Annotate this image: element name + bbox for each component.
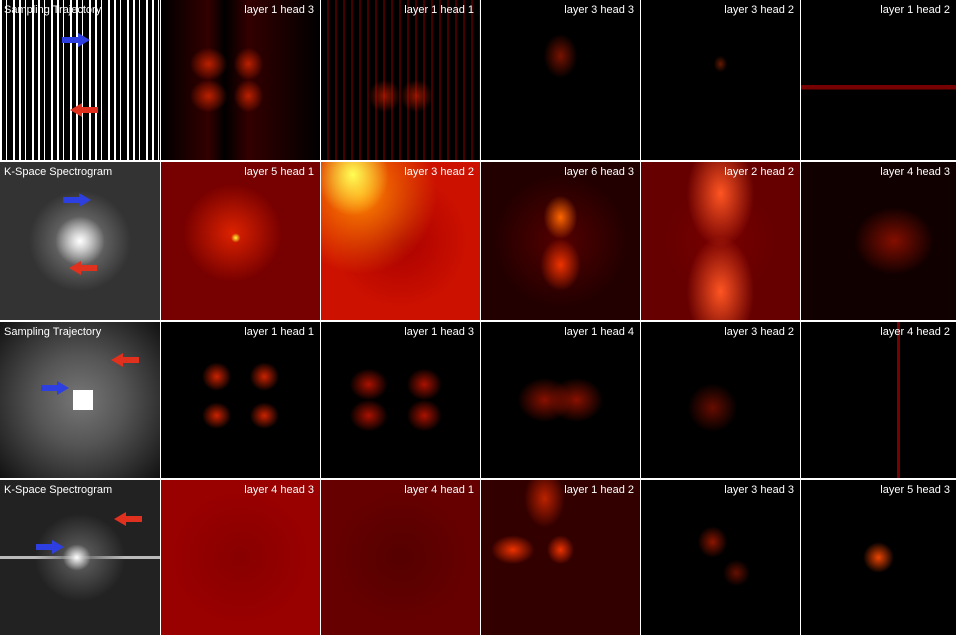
- attention-map: layer 3 head 3: [641, 480, 800, 635]
- cell-label: layer 2 head 2: [724, 166, 794, 178]
- attention-map: layer 4 head 3: [801, 162, 956, 320]
- cell-label: layer 3 head 2: [724, 4, 794, 16]
- cell-label: layer 1 head 1: [244, 326, 314, 338]
- attention-map: K-Space Spectrogram: [0, 480, 160, 635]
- cell-label: Sampling Trajectory: [4, 4, 101, 16]
- attention-map: layer 1 head 3: [321, 322, 480, 478]
- attention-map: layer 1 head 4: [481, 322, 640, 478]
- cell-label: layer 4 head 1: [404, 484, 474, 496]
- attention-map: Sampling Trajectory: [0, 0, 160, 160]
- cell-label: Sampling Trajectory: [4, 326, 101, 338]
- cell-label: layer 3 head 3: [564, 4, 634, 16]
- cell-label: layer 4 head 3: [244, 484, 314, 496]
- cell-label: layer 1 head 3: [404, 326, 474, 338]
- attention-map: layer 5 head 3: [801, 480, 956, 635]
- cell-label: K-Space Spectrogram: [4, 484, 112, 496]
- cell-label: layer 1 head 2: [880, 4, 950, 16]
- attention-map: layer 4 head 2: [801, 322, 956, 478]
- attention-map: K-Space Spectrogram: [0, 162, 160, 320]
- attention-map: layer 4 head 1: [321, 480, 480, 635]
- attention-map: layer 1 head 1: [321, 0, 480, 160]
- figure: Sampling Trajectory layer 1 head 3 layer 1…: [0, 0, 956, 635]
- cell-label: layer 4 head 3: [880, 166, 950, 178]
- attention-map: layer 1 head 2: [481, 480, 640, 635]
- cell-label: layer 3 head 3: [724, 484, 794, 496]
- attention-map: layer 3 head 2: [641, 322, 800, 478]
- attention-map: Sampling Trajectory: [0, 322, 160, 478]
- cell-label: layer 1 head 3: [244, 4, 314, 16]
- cell-label: layer 6 head 3: [564, 166, 634, 178]
- cell-label: K-Space Spectrogram: [4, 166, 112, 178]
- attention-map: layer 4 head 3: [161, 480, 320, 635]
- attention-map: layer 3 head 2: [641, 0, 800, 160]
- attention-map: layer 1 head 3: [161, 0, 320, 160]
- cell-label: layer 4 head 2: [880, 326, 950, 338]
- cell-label: layer 3 head 2: [404, 166, 474, 178]
- cell-label: layer 1 head 2: [564, 484, 634, 496]
- cell-label: layer 1 head 4: [564, 326, 634, 338]
- cell-label: layer 1 head 1: [404, 4, 474, 16]
- cell-label: layer 5 head 1: [244, 166, 314, 178]
- attention-map: layer 3 head 3: [481, 0, 640, 160]
- attention-map: layer 2 head 2: [641, 162, 800, 320]
- attention-map: layer 3 head 2: [321, 162, 480, 320]
- attention-map: layer 1 head 2: [801, 0, 956, 160]
- attention-map: layer 5 head 1: [161, 162, 320, 320]
- cell-label: layer 5 head 3: [880, 484, 950, 496]
- attention-map: layer 6 head 3: [481, 162, 640, 320]
- cell-label: layer 3 head 2: [724, 326, 794, 338]
- attention-map: layer 1 head 1: [161, 322, 320, 478]
